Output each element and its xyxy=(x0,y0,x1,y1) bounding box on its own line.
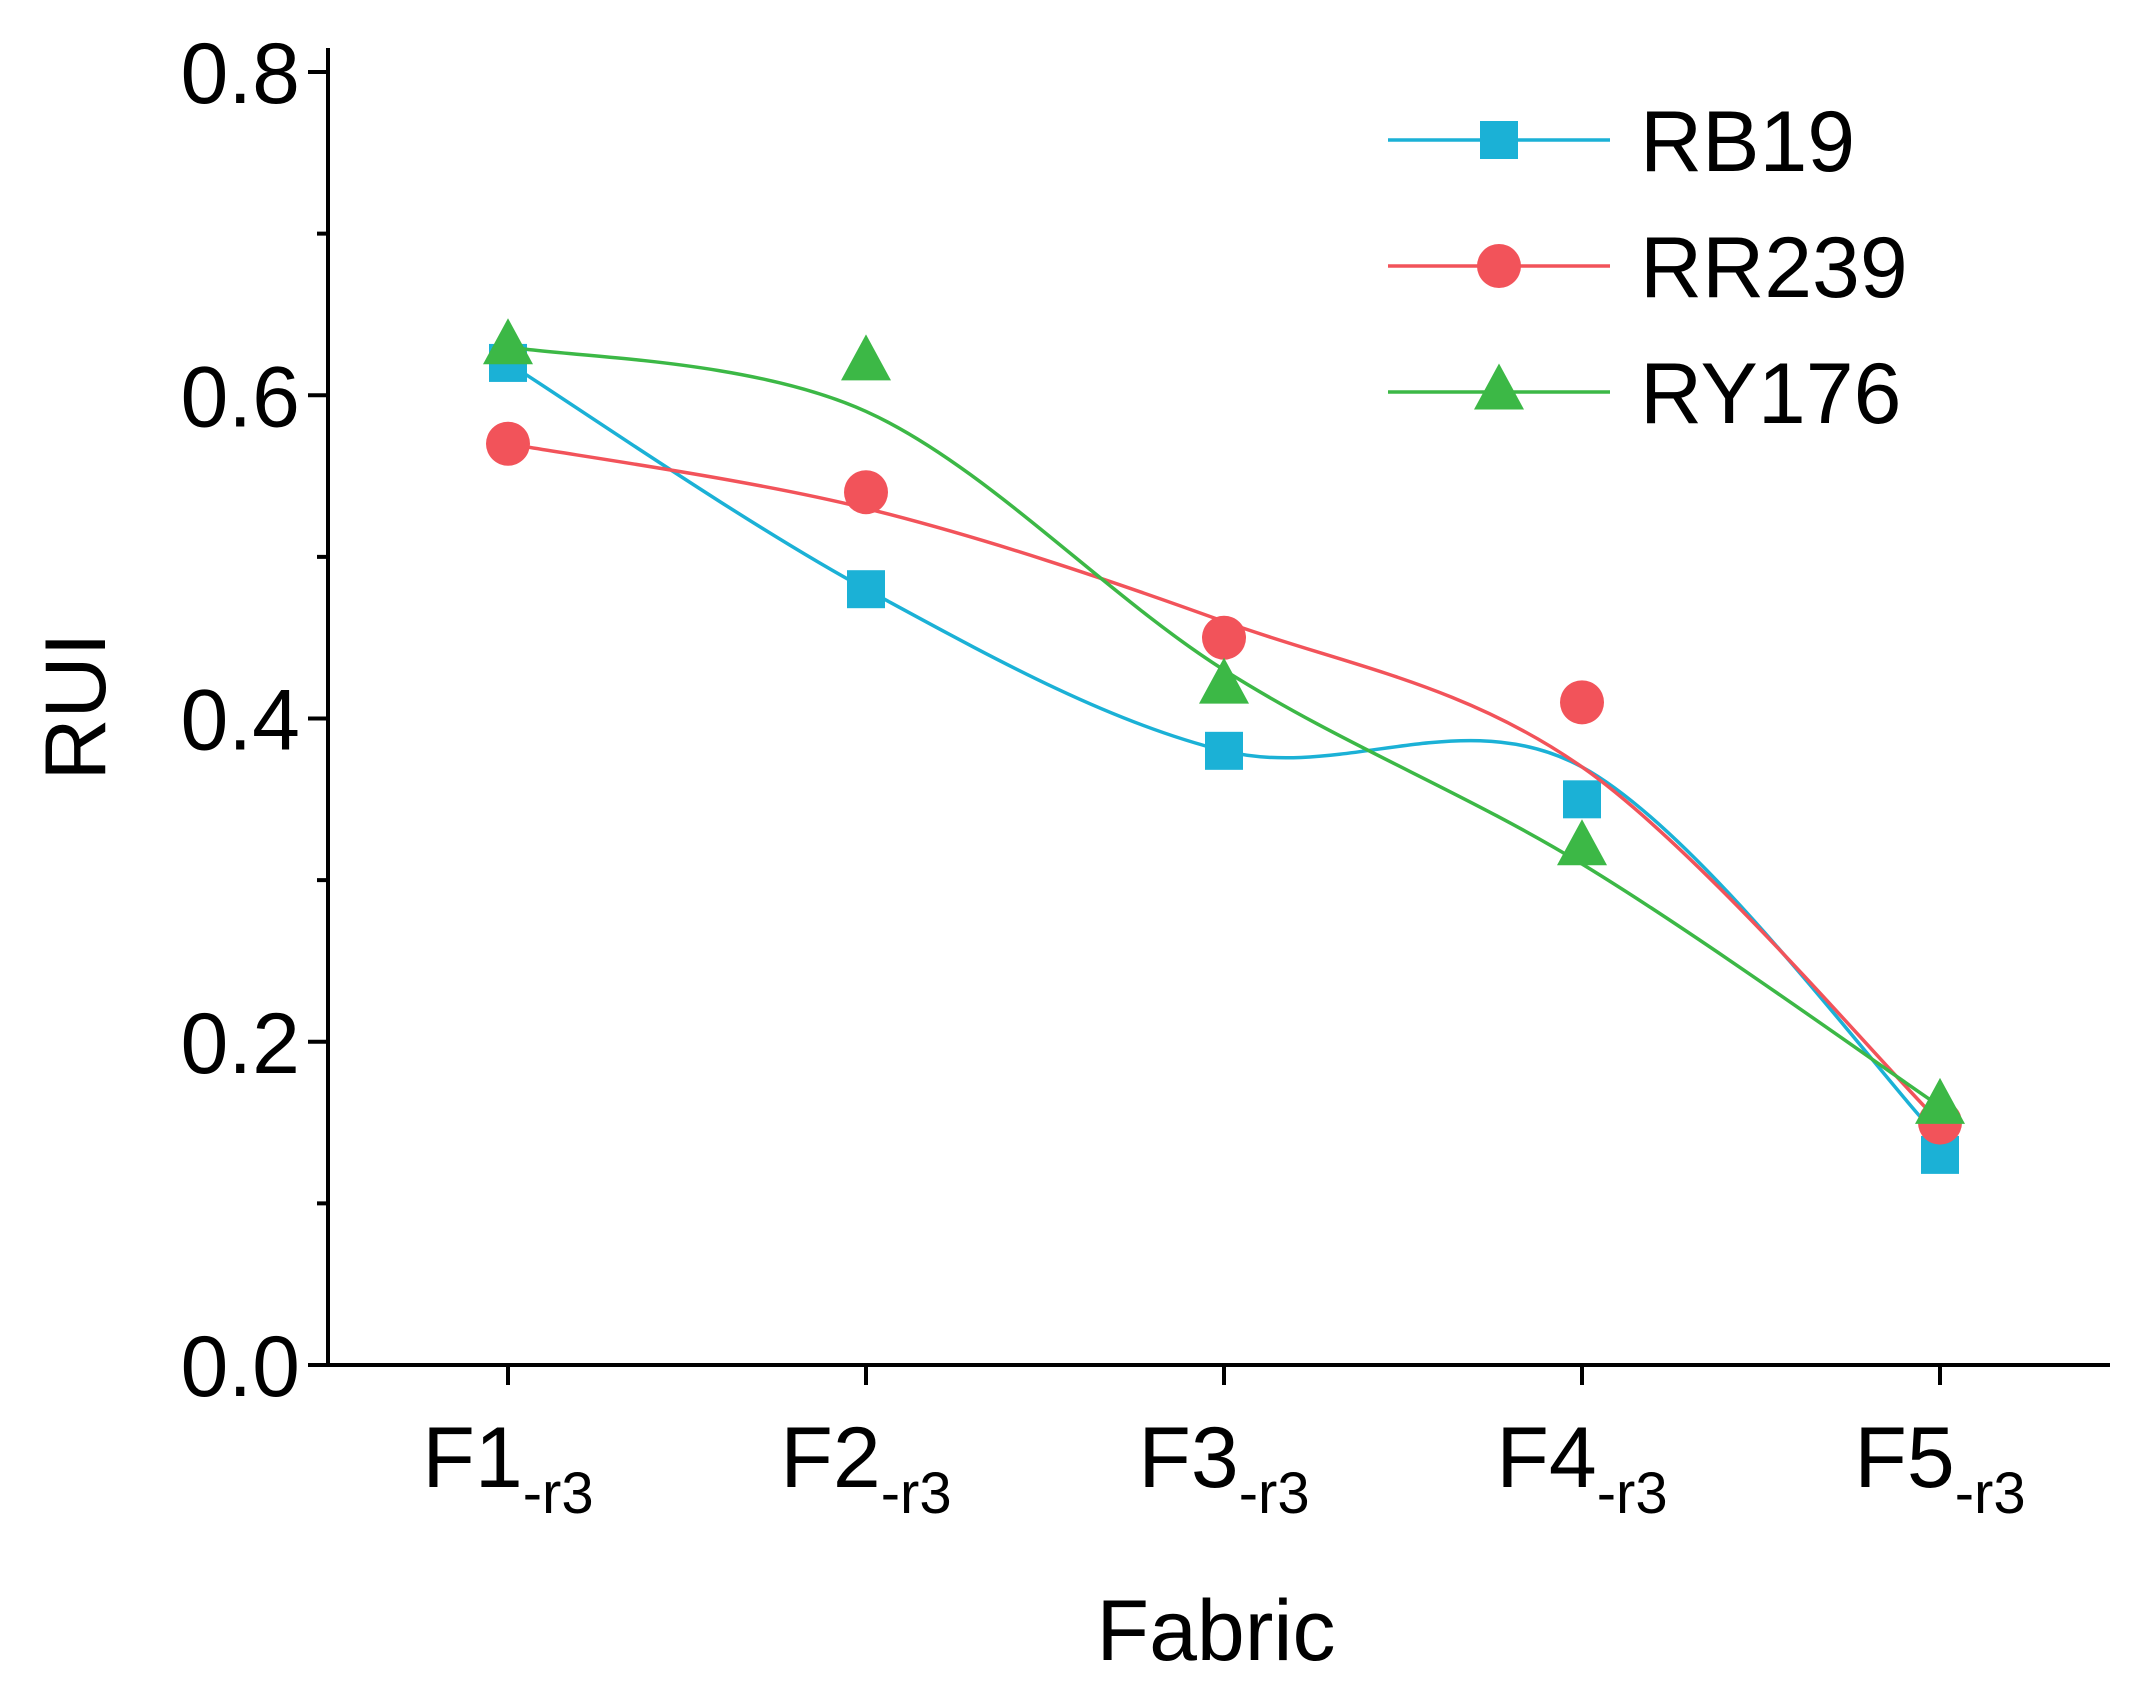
legend-item-RR239: RR239 xyxy=(1388,220,1908,316)
legend-label: RY176 xyxy=(1640,346,1901,442)
axes: 0.00.20.40.60.8F1-r3 F2-r3 F3-r3 F4-r3 F5-r3 xyxy=(180,26,2110,1526)
data-point-RY176 xyxy=(1199,657,1249,704)
legend-item-RY176: RY176 xyxy=(1388,346,1901,442)
data-point-RR239 xyxy=(1560,680,1604,725)
series-RY176 xyxy=(483,318,1965,1124)
data-point-RY176 xyxy=(1557,819,1607,866)
x-tick-main: F1 xyxy=(422,1410,522,1506)
legend-label: RR239 xyxy=(1640,220,1908,316)
x-tick-subscript: -r3 xyxy=(881,1461,952,1526)
y-tick-label: 0.0 xyxy=(180,1319,300,1415)
legend-marker-triangle xyxy=(1474,363,1524,410)
data-point-RB19 xyxy=(1563,780,1601,819)
series-RB19 xyxy=(489,343,1959,1174)
series-RR239 xyxy=(486,421,1962,1145)
y-tick-label: 0.6 xyxy=(180,349,300,445)
data-point-RR239 xyxy=(844,470,888,515)
x-tick-main: F4 xyxy=(1496,1410,1596,1506)
x-tick-main: F3 xyxy=(1138,1410,1238,1506)
x-tick-label: F3-r3 xyxy=(1138,1410,1309,1526)
x-tick-label: F5-r3 xyxy=(1854,1410,2025,1526)
series-line-RR239 xyxy=(507,442,1942,1124)
x-tick-subscript: -r3 xyxy=(1955,1461,2026,1526)
legend: RB19 RR239 RY176 xyxy=(1388,94,1908,442)
legend-marker-circle xyxy=(1477,244,1521,288)
x-tick-label: F4-r3 xyxy=(1496,1410,1667,1526)
legend-marker-square xyxy=(1480,121,1518,159)
y-tick-label: 0.8 xyxy=(180,26,300,122)
x-tick-label: F1-r3 xyxy=(422,1410,593,1526)
data-point-RB19 xyxy=(1205,731,1243,770)
data-point-RY176 xyxy=(841,334,891,381)
x-tick-label: F2-r3 xyxy=(780,1410,951,1526)
data-point-RR239 xyxy=(1202,615,1246,660)
x-tick-subscript: -r3 xyxy=(1597,1461,1668,1526)
y-axis-title: RUI xyxy=(28,632,124,780)
series-layer xyxy=(483,318,1965,1174)
x-tick-subscript: -r3 xyxy=(1239,1461,1310,1526)
legend-item-RB19: RB19 xyxy=(1388,94,1855,190)
y-tick-label: 0.2 xyxy=(180,996,300,1092)
x-axis-title: Fabric xyxy=(1097,1583,1336,1679)
legend-label: RB19 xyxy=(1640,94,1855,190)
data-point-RY176 xyxy=(483,318,533,365)
data-point-RB19 xyxy=(847,570,885,609)
x-tick-subscript: -r3 xyxy=(523,1461,594,1526)
x-tick-main: F2 xyxy=(780,1410,880,1506)
data-point-RR239 xyxy=(486,421,530,466)
x-tick-main: F5 xyxy=(1854,1410,1954,1506)
series-line-RY176 xyxy=(507,345,1941,1108)
data-point-RY176 xyxy=(1915,1077,1965,1124)
y-tick-label: 0.4 xyxy=(180,673,300,769)
